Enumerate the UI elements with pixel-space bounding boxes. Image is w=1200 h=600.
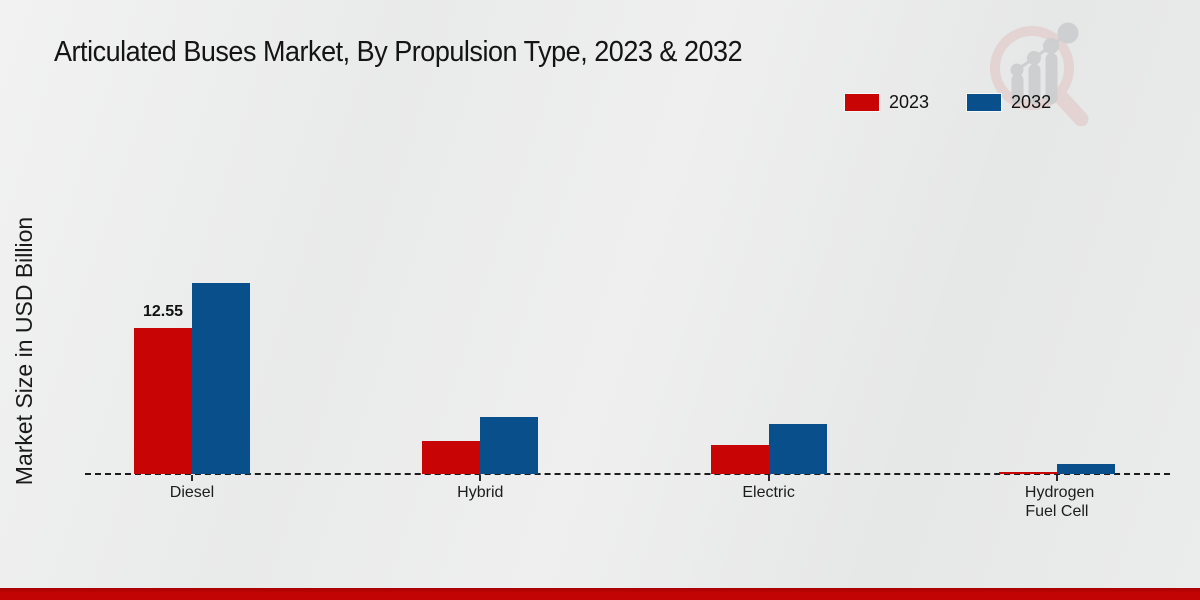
x-axis-tick — [1055, 475, 1058, 481]
legend-item-2032: 2032 — [967, 92, 1051, 113]
x-axis-baseline — [85, 473, 1170, 475]
bar-2032-hydrogen-fuel-cell — [1056, 464, 1115, 474]
bar-2023-electric — [710, 444, 769, 474]
value-label-diesel-2023: 12.55 — [142, 302, 184, 320]
x-axis-tick — [191, 475, 193, 481]
magnifier-bar-chart-logo-icon — [990, 22, 1089, 126]
category-label-electric: Electric — [742, 484, 795, 501]
page-title: Articulated Buses Market, By Propulsion … — [54, 36, 743, 68]
bar-2023-hydrogen-fuel-cell — [998, 471, 1057, 474]
category-label-hydrogen-fuel-cell: Hydrogen Fuel Cell — [1024, 484, 1095, 521]
bottom-accent-bar — [0, 588, 1200, 600]
category-label-diesel: Diesel — [169, 484, 215, 501]
legend-swatch-2032 — [967, 94, 1002, 111]
legend-swatch-2023 — [845, 94, 879, 111]
bar-2023-hybrid — [422, 441, 481, 474]
bar-2032-diesel — [192, 282, 250, 474]
legend-label-2023: 2023 — [889, 92, 930, 112]
legend: 2023 2032 — [845, 92, 1051, 113]
bar-2023-diesel — [134, 327, 192, 474]
bar-2032-hybrid — [480, 416, 539, 474]
x-axis-tick — [479, 475, 482, 481]
bar-2032-electric — [768, 423, 827, 474]
x-axis-tick — [767, 475, 770, 481]
category-label-hybrid: Hybrid — [457, 484, 504, 501]
legend-label-2032: 2032 — [1011, 92, 1052, 112]
legend-item-2023: 2023 — [845, 92, 929, 113]
